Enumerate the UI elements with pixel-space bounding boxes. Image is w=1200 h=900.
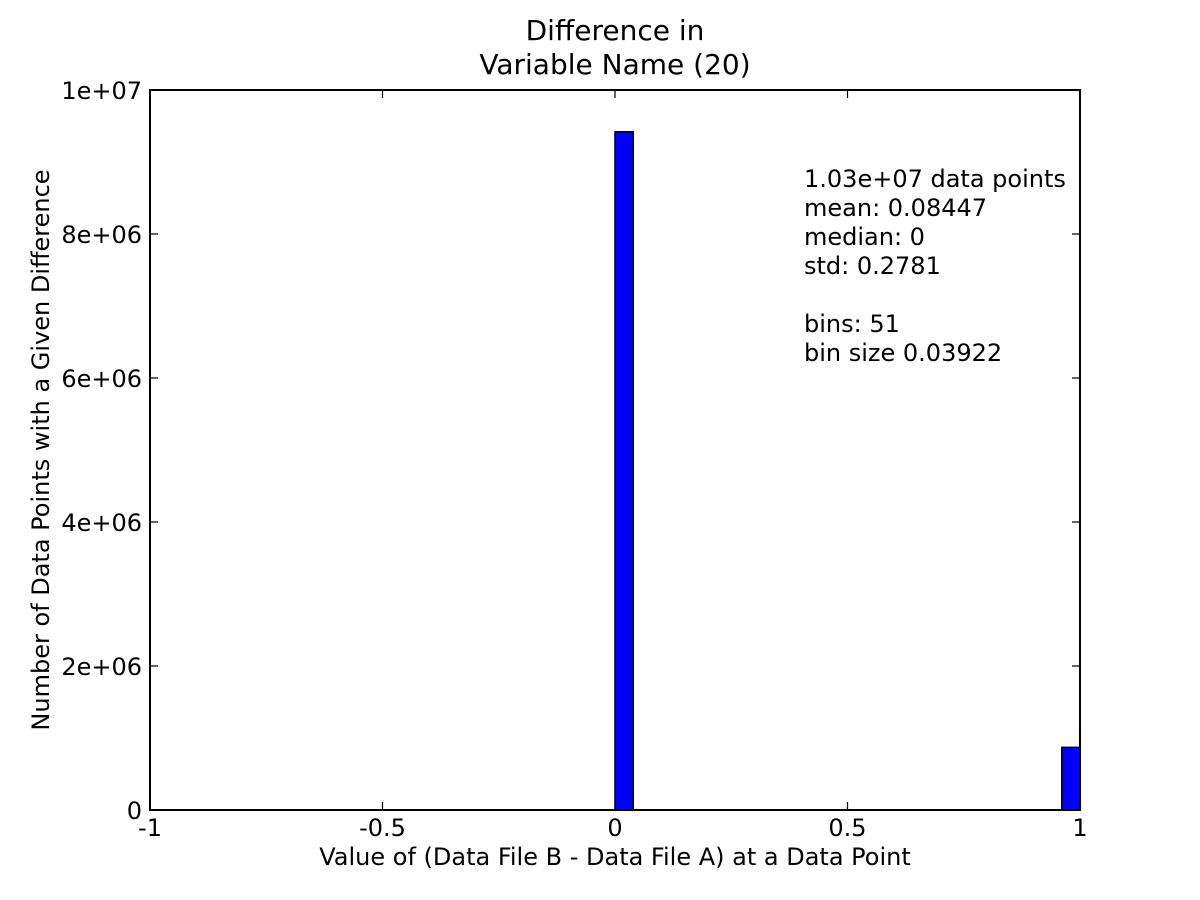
x-tick-label: 0.5 [828,814,866,842]
y-tick-label: 2e+06 [61,653,142,681]
y-tick-label: 6e+06 [61,365,142,393]
histogram-bar [614,131,634,811]
y-axis-label: Number of Data Points with a Given Diffe… [27,169,55,730]
y-tick-label: 0 [127,797,142,825]
x-tick-label: 0 [607,814,622,842]
stats-line: std: 0.2781 [804,252,941,280]
stats-line: mean: 0.08447 [804,194,987,222]
stats-line: bins: 51 [804,310,900,338]
stats-line: 1.03e+07 data points [804,165,1066,193]
stats-line: median: 0 [804,223,925,251]
stats-line: bin size 0.03922 [804,339,1002,367]
x-tick-label: -0.5 [359,814,406,842]
chart-title: Difference in Variable Name (20) [479,14,750,81]
chart-title-line-1: Difference in [526,14,705,47]
chart-title-line-2: Variable Name (20) [479,48,750,81]
axis-ticks: -1 -0.5 0 0.5 1 0 2e+06 4e+06 6e+06 8e+06 1e+07 [61,77,1087,842]
y-tick-label: 1e+07 [61,77,142,105]
x-tick-label: 1 [1072,814,1087,842]
y-tick-label: 4e+06 [61,509,142,537]
y-tick-label: 8e+06 [61,221,142,249]
x-axis-label: Value of (Data File B - Data File A) at … [319,843,911,871]
x-tick-label: -1 [138,814,162,842]
histogram-bar [1061,746,1081,811]
